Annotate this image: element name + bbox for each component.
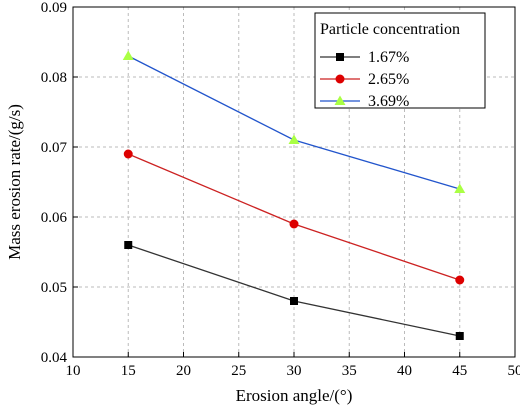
data-point bbox=[455, 275, 465, 285]
y-tick-label: 0.06 bbox=[41, 210, 68, 226]
x-tick-label: 25 bbox=[231, 363, 246, 379]
legend-label: 3.69% bbox=[368, 93, 409, 110]
data-point bbox=[288, 134, 300, 144]
y-tick-label: 0.08 bbox=[41, 70, 67, 86]
y-axis-title: Mass erosion rate/(g/s) bbox=[5, 104, 24, 260]
data-point bbox=[289, 219, 299, 229]
y-tick-label: 0.04 bbox=[41, 350, 68, 366]
axis-ticks: 10 15 20 25 30 35 40 45 50 0.04 0.05 0.06 0.07 0.08 0.… bbox=[41, 0, 520, 379]
x-tick-label: 45 bbox=[452, 363, 467, 379]
x-tick-label: 10 bbox=[66, 363, 81, 379]
data-point bbox=[454, 183, 466, 193]
legend-item: 1.67% bbox=[320, 49, 409, 66]
data-point bbox=[123, 149, 133, 159]
legend-label: 2.65% bbox=[368, 71, 409, 88]
x-tick-label: 30 bbox=[287, 363, 302, 379]
legend-label: 1.67% bbox=[368, 49, 409, 66]
legend-marker bbox=[335, 74, 345, 84]
series-layer bbox=[122, 50, 466, 340]
y-tick-label: 0.05 bbox=[41, 280, 67, 296]
series-circle bbox=[123, 149, 465, 285]
x-tick-label: 50 bbox=[508, 363, 520, 379]
legend-item: 2.65% bbox=[320, 71, 409, 88]
x-axis-title: Erosion angle/(°) bbox=[236, 386, 353, 405]
legend-title: Particle concentration bbox=[320, 21, 460, 38]
data-point bbox=[455, 332, 464, 340]
legend-item: 3.69% bbox=[320, 93, 409, 110]
legend-items: 1.67% 2.65% 3.69% bbox=[320, 49, 409, 110]
grid-lines bbox=[73, 7, 515, 357]
x-tick-label: 20 bbox=[176, 363, 191, 379]
y-tick-label: 0.07 bbox=[41, 140, 68, 156]
legend: Particle concentration 1.67% 2.65% 3.69% bbox=[314, 12, 486, 110]
series-square bbox=[124, 241, 464, 340]
x-tick-label: 15 bbox=[121, 363, 136, 379]
legend-marker bbox=[334, 95, 346, 105]
legend-marker bbox=[336, 53, 344, 61]
data-point bbox=[290, 297, 298, 305]
series-triangle bbox=[122, 50, 466, 193]
y-tick-label: 0.09 bbox=[41, 0, 67, 16]
data-point bbox=[122, 50, 134, 60]
x-tick-label: 40 bbox=[397, 363, 412, 379]
data-point bbox=[124, 241, 133, 249]
x-tick-label: 35 bbox=[342, 363, 357, 379]
